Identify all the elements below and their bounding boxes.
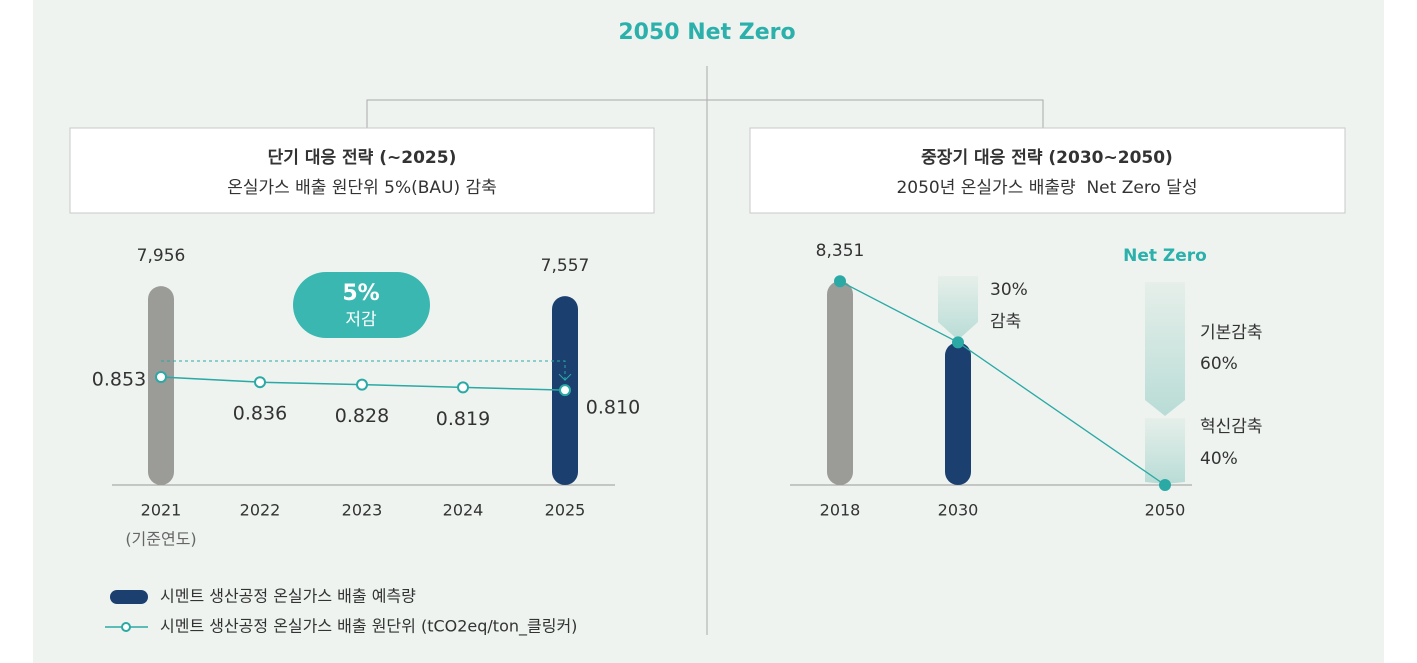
panel-title: 중장기 대응 전략 (2030~2050) (921, 148, 1173, 168)
point (952, 336, 964, 349)
main-title: 2050 Net Zero (618, 20, 795, 45)
x-tick-label: 2023 (342, 501, 383, 520)
legend-label: 시멘트 생산공정 온실가스 배출 예측량 (160, 587, 416, 606)
value-label: 0.853 (92, 368, 146, 390)
point (834, 275, 846, 288)
reduction-arrow (938, 276, 978, 340)
value-label: Net Zero (1123, 246, 1207, 266)
point (155, 370, 167, 383)
reduction-arrow (1145, 418, 1185, 484)
value-label: 0.819 (436, 408, 490, 430)
legend-swatch (121, 622, 131, 632)
point (559, 384, 571, 397)
annotation: 30% (990, 280, 1028, 300)
legend-label: 시멘트 생산공정 온실가스 배출 원단위 (tCO2eq/ton_클링커) (160, 617, 577, 637)
arrow-head (558, 373, 572, 381)
point (457, 381, 469, 394)
x-tick-label: 2050 (1145, 501, 1186, 520)
legend-swatch (110, 590, 148, 604)
connectors (366, 66, 1044, 635)
callout-value: 5% (342, 281, 379, 306)
annotation: 60% (1200, 354, 1238, 374)
panel-title: 단기 대응 전략 (~2025) (268, 148, 457, 168)
panel-box (749, 127, 1346, 214)
value-label: 7,557 (541, 256, 590, 276)
point (254, 376, 266, 389)
annotation: 혁신감축 (1200, 417, 1263, 437)
point (1159, 479, 1171, 491)
value-label: 7,956 (137, 246, 186, 266)
x-tick-label: 2024 (443, 501, 484, 520)
x-tick-label: 2018 (820, 501, 861, 520)
annotation: 40% (1200, 449, 1238, 469)
reduction-arrow (1145, 282, 1185, 416)
annotation: 기본감축 (1200, 323, 1263, 343)
bar (148, 286, 174, 485)
x-tick-label: 2021 (141, 501, 182, 520)
callout-text: 저감 (345, 310, 377, 330)
value-label: 0.836 (233, 403, 287, 425)
value-label: 0.828 (335, 405, 389, 427)
x-tick-label: 2025 (545, 501, 586, 520)
panel-box (69, 127, 655, 214)
bar (945, 342, 971, 485)
x-tick-note: (기준연도) (125, 530, 196, 549)
value-label: 0.810 (586, 397, 640, 419)
reduction-guide (161, 360, 566, 381)
value-label: 8,351 (816, 241, 865, 261)
panel-subtitle: 2050년 온실가스 배출량 Net Zero 달성 (896, 178, 1197, 198)
panel-subtitle: 온실가스 배출 원단위 5%(BAU) 감축 (227, 178, 497, 198)
callout (293, 272, 430, 338)
x-tick-label: 2030 (938, 501, 979, 520)
x-tick-label: 2022 (240, 501, 281, 520)
bar (827, 281, 853, 485)
annotation: 감축 (990, 312, 1021, 332)
point (356, 378, 368, 391)
